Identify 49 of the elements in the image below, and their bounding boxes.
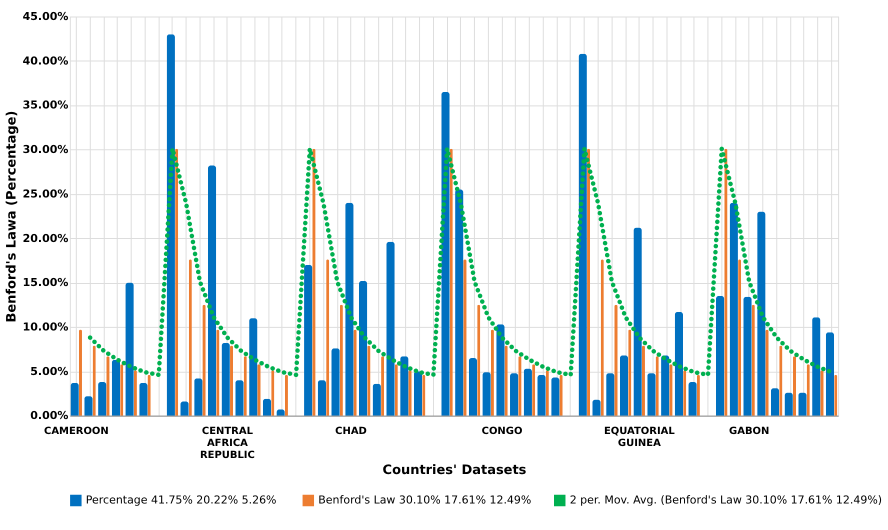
y-tick-label: 15.00%: [22, 276, 68, 290]
bar: [414, 371, 422, 416]
legend-label: Benford's Law 30.10% 17.61% 12.49%: [318, 493, 532, 506]
x-tick-label: CHAD: [335, 426, 367, 438]
y-tick-label: 20.00%: [22, 232, 68, 245]
legend-label: 2 per. Mov. Avg. (Benford's Law 30.10% 17.61% 12.49%): [570, 493, 882, 506]
y-axis-title: Benford's Lawa (Percentage): [4, 110, 20, 323]
bar: [358, 280, 368, 416]
x-tick-label: CAMEROON: [44, 426, 109, 438]
bar: [743, 296, 752, 416]
bar: [235, 380, 244, 416]
y-tick-label: 10.00%: [22, 320, 68, 334]
bar: [826, 332, 834, 416]
bar: [674, 312, 684, 416]
bar: [180, 401, 189, 416]
bar: [222, 342, 230, 416]
y-tick-label: 35.00%: [22, 98, 68, 112]
bar: [332, 348, 340, 416]
bar: [798, 392, 807, 416]
y-tick-label: 5.00%: [30, 364, 68, 378]
y-tick-label: 40.00%: [22, 54, 68, 68]
x-tick-label: CENTRAL AFRICA REPUBLIC: [200, 426, 255, 462]
bar: [262, 398, 272, 416]
legend-label: Percentage 41.75% 20.22% 5.26%: [86, 493, 276, 506]
bar: [647, 373, 656, 416]
bar: [468, 358, 478, 416]
bar: [496, 324, 505, 416]
x-tick-label: CONGO: [482, 426, 522, 438]
bar: [551, 378, 560, 416]
line-series: [88, 146, 834, 378]
bar: [620, 355, 628, 416]
bar: [304, 264, 312, 416]
bar: [84, 396, 93, 416]
y-tick-label: 0.00%: [30, 409, 68, 422]
y-tick-label: 25.00%: [22, 187, 68, 200]
bar: [537, 374, 546, 416]
x-tick-label: GABON: [729, 426, 770, 438]
bar: [208, 166, 216, 416]
y-tick-label: 30.00%: [22, 143, 68, 156]
bar: [386, 242, 395, 416]
bar: [524, 368, 532, 416]
bar: [716, 296, 724, 416]
x-axis-title: Countries' Datasets: [382, 463, 527, 478]
x-tick-label: EQUATORIAL GUINEA: [604, 426, 676, 450]
bar: [770, 388, 780, 416]
bar: [112, 360, 120, 416]
bar: [592, 400, 601, 416]
y-tick-label: 45.00%: [22, 10, 68, 24]
bar: [614, 304, 618, 416]
